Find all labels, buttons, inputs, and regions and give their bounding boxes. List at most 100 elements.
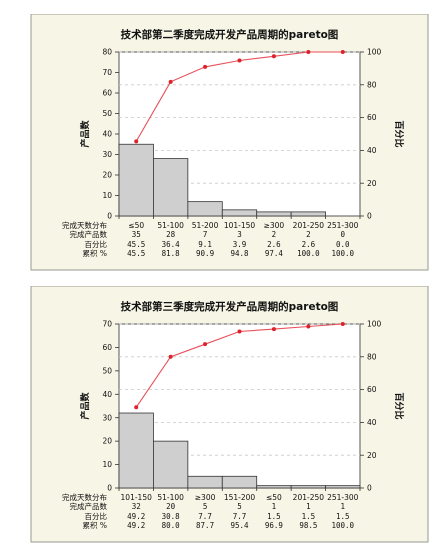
cumulative-point bbox=[340, 50, 345, 54]
cumulative-point bbox=[340, 322, 345, 326]
bar bbox=[118, 143, 154, 217]
bar bbox=[221, 475, 258, 489]
y-axis-label: 产品数 bbox=[79, 392, 91, 420]
table-cell: 100.0 bbox=[331, 521, 354, 530]
y2-tick-label: 40 bbox=[367, 146, 377, 155]
x-tick-label: 251-300 bbox=[327, 221, 359, 230]
table-cell: 97.4 bbox=[265, 249, 284, 258]
table-cell: 1.5 bbox=[302, 512, 316, 521]
cumulative-point bbox=[237, 58, 242, 63]
table-cell: 35 bbox=[132, 230, 141, 239]
y-tick-label: 60 bbox=[102, 89, 112, 98]
table-cell: 7.7 bbox=[198, 512, 212, 521]
table-row-label: 百分比 bbox=[85, 511, 108, 521]
table-cell: 5 bbox=[203, 502, 208, 511]
y-tick-label: 20 bbox=[102, 171, 112, 180]
y-tick-label: 40 bbox=[102, 130, 112, 139]
bar bbox=[290, 211, 326, 217]
x-tick-label: 101-150 bbox=[224, 221, 256, 230]
y-tick-label: 10 bbox=[102, 191, 112, 200]
cumulative-point bbox=[134, 139, 139, 144]
x-tick-label: 251-300 bbox=[327, 493, 359, 502]
x-tick-label: 51-200 bbox=[192, 221, 219, 230]
y2-tick-label: 0 bbox=[367, 484, 372, 493]
cumulative-point bbox=[168, 354, 173, 359]
pareto-chart-q2: 技术部第二季度完成开发产品周期的pareto图 0 10 20 30 40 50 60 70 80… bbox=[0, 14, 437, 274]
cumulative-point bbox=[271, 54, 276, 59]
table-cell: 96.9 bbox=[265, 521, 283, 530]
table-cell: 30.8 bbox=[162, 512, 181, 521]
x-tick-label: 101-150 bbox=[121, 493, 153, 502]
table-cell: 45.5 bbox=[127, 240, 145, 249]
pareto-chart-q2-svg: 技术部第二季度完成开发产品周期的pareto图01020304050607080… bbox=[30, 14, 429, 271]
bar bbox=[325, 485, 361, 489]
table-cell: 36.4 bbox=[162, 240, 181, 249]
table-row-label: 完成产品数 bbox=[70, 229, 108, 239]
y2-tick-label: 80 bbox=[367, 80, 377, 89]
y-tick-label: 0 bbox=[107, 212, 112, 221]
table-cell: 2.6 bbox=[267, 240, 281, 249]
cumulative-point bbox=[237, 329, 242, 334]
table-cell: 0 bbox=[341, 230, 346, 239]
table-cell: 7.7 bbox=[233, 512, 247, 521]
y2-tick-label: 40 bbox=[367, 418, 377, 427]
cumulative-point bbox=[306, 50, 311, 54]
x-tick-label: ≥300 bbox=[264, 221, 285, 230]
table-cell: 1.5 bbox=[267, 512, 281, 521]
table-cell: 90.9 bbox=[196, 249, 214, 258]
table-cell: 2 bbox=[306, 230, 311, 239]
table-cell: 9.1 bbox=[198, 240, 212, 249]
x-tick-label: 201-250 bbox=[293, 221, 325, 230]
x-tick-label: ≤50 bbox=[266, 493, 282, 502]
table-cell: 2.6 bbox=[302, 240, 316, 249]
bar bbox=[290, 485, 326, 489]
y2-tick-label: 0 bbox=[367, 212, 372, 221]
y-tick-label: 50 bbox=[102, 366, 112, 375]
y2-axis-label: 百分比 bbox=[393, 392, 405, 419]
table-cell: 49.2 bbox=[127, 512, 145, 521]
table-cell: 0.0 bbox=[336, 240, 350, 249]
table-cell: 98.5 bbox=[299, 521, 317, 530]
y2-tick-label: 60 bbox=[367, 385, 377, 394]
table-row-label: 完成天数分布 bbox=[62, 492, 107, 502]
table-cell: 94.8 bbox=[230, 249, 249, 258]
y-tick-label: 50 bbox=[102, 109, 112, 118]
table-cell: 87.7 bbox=[196, 521, 214, 530]
pareto-chart-q3: 技术部第三季度完成开发产品周期的pareto图 0 10 20 30 40 50 60 70 0 2… bbox=[0, 286, 437, 546]
cumulative-point bbox=[306, 324, 311, 329]
y-tick-label: 80 bbox=[102, 48, 112, 57]
y-tick-label: 70 bbox=[102, 68, 112, 77]
table-cell: 5 bbox=[237, 502, 242, 511]
table-cell: 7 bbox=[203, 230, 208, 239]
x-tick-label: ≤50 bbox=[128, 221, 144, 230]
table-cell: 95.4 bbox=[230, 521, 249, 530]
bar bbox=[153, 440, 189, 489]
y-tick-label: 0 bbox=[107, 484, 112, 493]
table-cell: 80.0 bbox=[162, 521, 181, 530]
bar bbox=[153, 158, 189, 217]
cumulative-point bbox=[203, 342, 208, 347]
cumulative-point bbox=[203, 64, 208, 69]
table-cell: 49.2 bbox=[127, 521, 145, 530]
y2-tick-label: 80 bbox=[367, 352, 377, 361]
cumulative-point bbox=[168, 79, 173, 84]
table-cell: 28 bbox=[166, 230, 176, 239]
y2-tick-label: 60 bbox=[367, 113, 377, 122]
table-cell: 3 bbox=[237, 230, 242, 239]
bar bbox=[187, 475, 223, 489]
y-tick-label: 10 bbox=[102, 460, 112, 469]
table-cell: 81.8 bbox=[162, 249, 181, 258]
table-cell: 1.5 bbox=[336, 512, 350, 521]
table-cell: 3.9 bbox=[233, 240, 247, 249]
y-axis-label: 产品数 bbox=[79, 120, 91, 148]
table-row-label: 累积 % bbox=[82, 520, 107, 530]
y-tick-label: 30 bbox=[102, 150, 112, 159]
table-cell: 32 bbox=[132, 502, 141, 511]
y2-tick-label: 20 bbox=[367, 179, 377, 188]
y2-tick-label: 100 bbox=[367, 48, 382, 57]
bar bbox=[256, 211, 292, 217]
table-cell: 100.0 bbox=[297, 249, 320, 258]
table-cell: 20 bbox=[166, 502, 176, 511]
bar bbox=[221, 209, 258, 217]
y-tick-label: 40 bbox=[102, 390, 112, 399]
